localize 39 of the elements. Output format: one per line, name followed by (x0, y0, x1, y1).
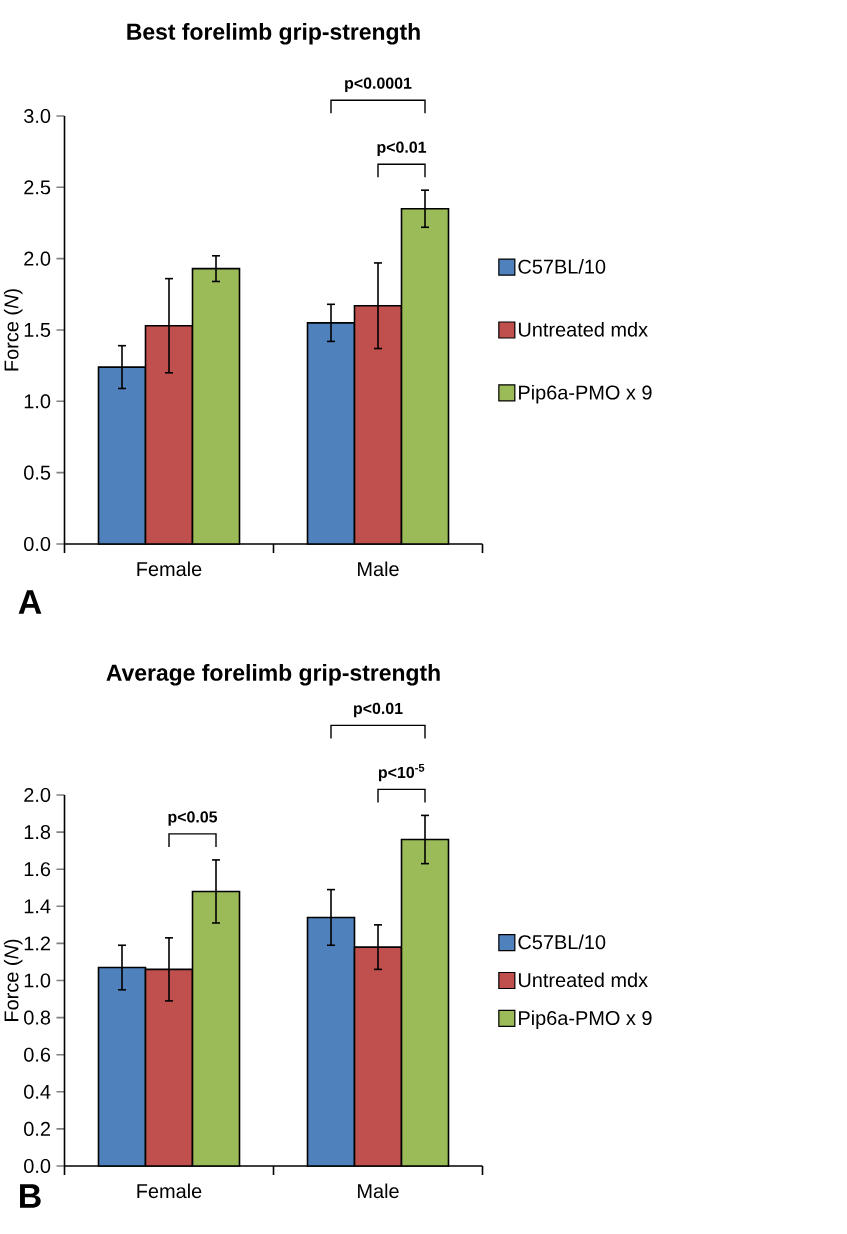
y-tick-label: 1.0 (24, 394, 51, 409)
y-tick-label: 1.2 (24, 936, 50, 951)
x-tick-label: Male (358, 561, 399, 577)
text: p<10$^{-5}$ (378, 763, 425, 782)
legend-label: C57BL/10 (518, 934, 606, 950)
y-tick-label: 1.0 (24, 973, 51, 988)
legend-label: Untreated mdx (518, 322, 648, 337)
x-tick-label: Female (137, 1183, 202, 1199)
y-tick-label: 0.4 (24, 1084, 51, 1099)
text: B (20, 1184, 41, 1208)
y-tick-label: 1.4 (24, 899, 51, 914)
text: p<0.0001 (345, 77, 412, 92)
y-tick-label: 2.0 (24, 251, 51, 266)
annotation: p<0.05 (168, 811, 218, 826)
annotation: p<0.01 (377, 141, 427, 156)
legend-label: Pip6a-PMO x 9 (519, 1010, 652, 1030)
legend-label: Untreated mdx (518, 972, 648, 988)
y-tick-label: 0.0 (24, 536, 51, 552)
text: p<0.01 (354, 702, 403, 718)
y-tick-label: 0.5 (24, 465, 51, 480)
x-tick-label: Female (137, 561, 202, 577)
y-tick-label: 0.8 (24, 1010, 51, 1025)
text: A (18, 590, 42, 614)
y-tick-label: 0.6 (24, 1047, 51, 1062)
y-tick-label: 1.5 (24, 323, 51, 337)
y-tick-label: 1.6 (24, 862, 51, 877)
x-tick-label: Male (358, 1183, 399, 1199)
y-tick-label: 0.2 (24, 1121, 50, 1136)
legend-label: Pip6a-PMO x 9 (519, 384, 652, 404)
y-tick-label: 0.0 (24, 1158, 51, 1174)
y-tick-label: 3.0 (24, 108, 51, 124)
y-tick-label: 2.5 (24, 180, 51, 195)
y-tick-label: 1.8 (24, 825, 51, 840)
y-tick-label: 2.0 (24, 787, 51, 803)
legend-label: C57BL/10 (518, 259, 606, 274)
chart-title: Average forelimb grip-strength (106, 664, 440, 686)
y-axis-title: Force (N) (3, 289, 23, 371)
chart-title: Best forelimb grip-strength (127, 23, 420, 45)
y-axis-title: Force (N) (3, 939, 23, 1021)
